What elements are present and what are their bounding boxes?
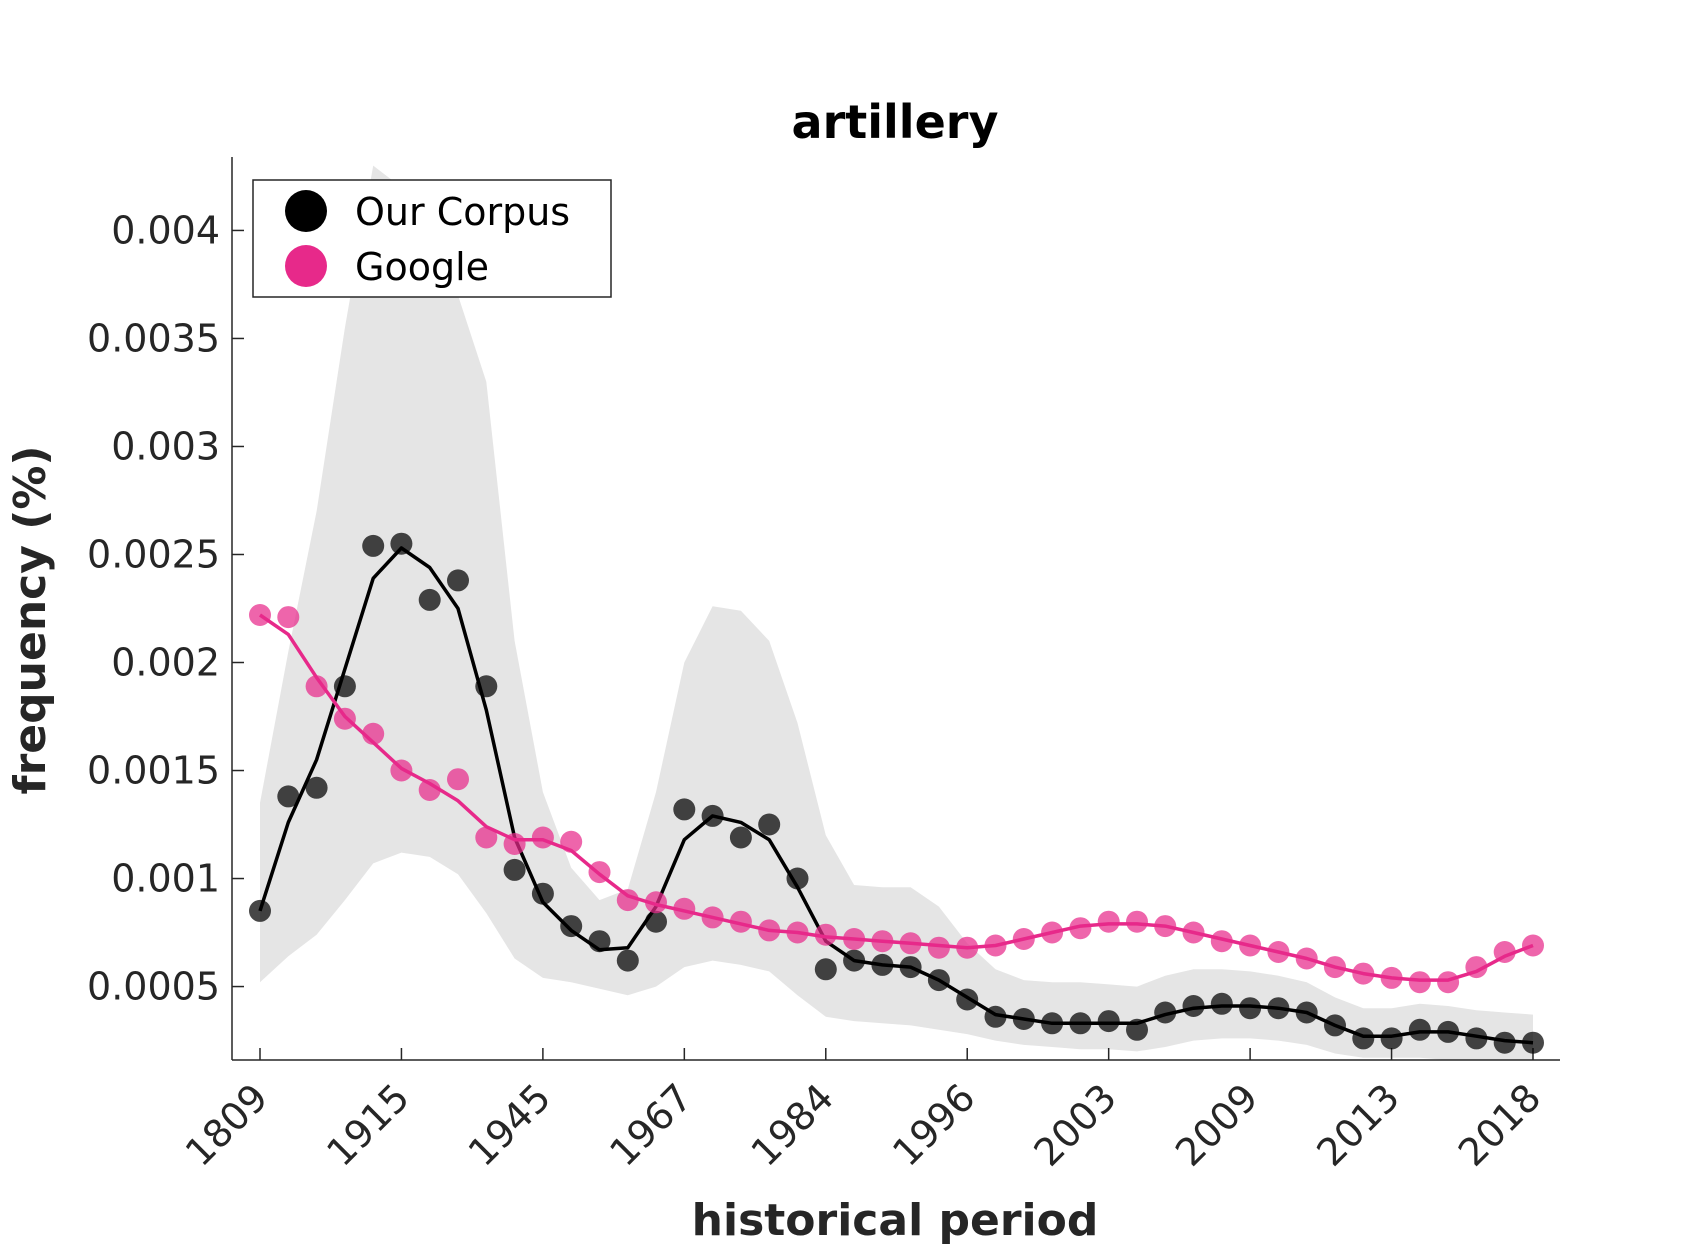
data-point-our-corpus — [1182, 995, 1205, 1017]
series-google — [249, 604, 1544, 994]
y-tick-label: 0.001 — [111, 857, 220, 901]
legend-marker-our-corpus — [285, 190, 327, 232]
data-point-our-corpus — [305, 776, 328, 799]
data-point-google — [1126, 910, 1148, 933]
data-point-google — [418, 779, 441, 801]
legend-label-our-corpus: Our Corpus — [355, 190, 570, 234]
chart-title: artillery — [792, 95, 999, 149]
data-point-our-corpus — [1493, 1031, 1516, 1054]
data-point-our-corpus — [1097, 1010, 1120, 1033]
data-point-google — [927, 936, 950, 959]
data-point-google — [645, 891, 667, 914]
data-point-google — [1097, 910, 1120, 933]
trend-line-google — [259, 613, 1534, 982]
data-point-our-corpus — [1210, 992, 1233, 1015]
series-layer — [249, 532, 1544, 1054]
x-tick-label: 1996 — [884, 1075, 984, 1175]
data-point-google — [305, 675, 328, 698]
confidence-band — [260, 165, 1533, 1061]
data-point-our-corpus — [362, 534, 385, 557]
data-point-our-corpus — [1408, 1018, 1431, 1041]
y-tick-label: 0.0025 — [87, 532, 220, 576]
x-tick-label: 1915 — [318, 1075, 418, 1175]
y-axis-label: frequency (%) — [5, 445, 56, 794]
x-tick-label: 2003 — [1026, 1075, 1126, 1175]
data-point-google — [531, 826, 554, 849]
x-tick-label: 1809 — [177, 1075, 277, 1175]
x-tick-label: 1967 — [601, 1075, 701, 1175]
legend-label-google: Google — [355, 245, 489, 289]
y-tick-label: 0.0015 — [87, 749, 220, 793]
data-point-our-corpus — [1465, 1027, 1488, 1050]
data-point-google — [277, 606, 300, 629]
data-point-our-corpus — [786, 867, 809, 890]
data-point-google — [1069, 917, 1092, 940]
y-tick-label: 0.004 — [111, 208, 220, 252]
legend: Our Corpus Google — [252, 179, 612, 298]
data-point-our-corpus — [814, 958, 837, 981]
series-our-corpus — [249, 532, 1544, 1054]
data-point-google — [673, 897, 696, 920]
data-point-our-corpus — [1380, 1027, 1403, 1050]
x-tick-label: 2018 — [1450, 1075, 1550, 1175]
data-point-our-corpus — [418, 588, 441, 611]
data-point-our-corpus — [277, 785, 300, 808]
data-point-google — [1437, 971, 1460, 994]
data-point-our-corpus — [390, 532, 413, 555]
data-point-google — [1210, 930, 1233, 953]
data-point-our-corpus — [503, 858, 526, 881]
data-point-our-corpus — [560, 915, 583, 938]
x-tick-label: 1984 — [743, 1075, 843, 1175]
legend-marker-google — [285, 245, 327, 287]
data-point-google — [729, 910, 752, 933]
data-point-our-corpus — [758, 813, 781, 836]
x-tick-label: 2009 — [1167, 1075, 1267, 1175]
data-point-our-corpus — [673, 798, 696, 821]
data-point-google — [1408, 971, 1431, 994]
data-point-google — [447, 768, 469, 791]
data-point-our-corpus — [645, 910, 667, 933]
data-point-our-corpus — [729, 826, 752, 849]
data-point-our-corpus — [1239, 997, 1262, 1020]
x-tick-label: 1945 — [460, 1075, 560, 1175]
trend-line-our-corpus — [258, 546, 1534, 1045]
y-tick-label: 0.0005 — [87, 965, 220, 1009]
x-axis-label: historical period — [692, 1195, 1099, 1246]
y-tick-label: 0.003 — [111, 424, 220, 468]
data-point-google — [616, 889, 639, 912]
y-tick-label: 0.0035 — [87, 316, 220, 360]
data-point-our-corpus — [447, 569, 469, 592]
confidence-band-layer — [260, 165, 1533, 1061]
data-point-google — [814, 923, 837, 946]
data-point-our-corpus — [1352, 1027, 1375, 1050]
x-tick-label: 2013 — [1308, 1075, 1408, 1175]
y-tick-label: 0.002 — [111, 641, 220, 685]
data-point-our-corpus — [616, 949, 639, 972]
data-point-google — [475, 826, 498, 849]
